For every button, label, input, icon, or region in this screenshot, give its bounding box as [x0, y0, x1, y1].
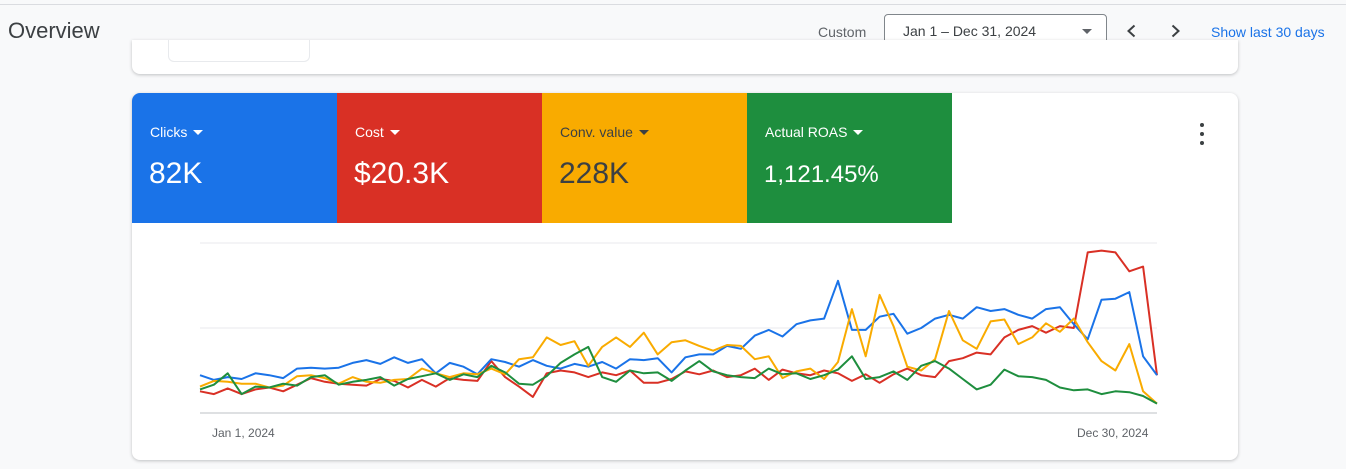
metric-tile-conv-value[interactable]: Conv. value 228K — [542, 93, 747, 223]
show-last-30-days-link[interactable]: Show last 30 days — [1211, 24, 1325, 40]
chevron-down-icon — [1082, 29, 1092, 34]
metric-value: 1,121.45% — [764, 161, 879, 188]
caret-down-icon — [193, 129, 204, 135]
caret-down-icon — [853, 129, 864, 135]
metric-label: Conv. value — [560, 124, 649, 140]
metric-label: Cost — [355, 124, 400, 140]
metric-tile-cost[interactable]: Cost $20.3K — [337, 93, 542, 223]
range-type-label: Custom — [818, 24, 867, 40]
top-divider — [0, 4, 1346, 5]
metric-tile-actual-roas[interactable]: Actual ROAS 1,121.45% — [747, 93, 952, 223]
previous-card — [132, 40, 1238, 74]
x-axis-start-label: Jan 1, 2024 — [212, 426, 275, 440]
metric-value: $20.3K — [354, 157, 450, 190]
caret-down-icon — [638, 129, 649, 135]
metric-value: 228K — [559, 157, 630, 190]
chevron-right-icon — [1171, 24, 1180, 38]
previous-period-button[interactable] — [1120, 18, 1144, 44]
series-line-clicks — [199, 279, 1158, 381]
more-options-icon[interactable] — [1194, 121, 1210, 147]
metric-label-text: Conv. value — [560, 124, 633, 140]
caret-down-icon — [389, 129, 400, 135]
series-line-actual-roas — [199, 345, 1158, 405]
metric-value: 82K — [149, 157, 203, 190]
series-line-conv-value — [199, 293, 1158, 405]
metric-label: Clicks — [150, 124, 204, 140]
metric-label-text: Clicks — [150, 124, 188, 140]
date-range-value: Jan 1 – Dec 31, 2024 — [903, 23, 1037, 39]
previous-card-control — [168, 40, 310, 62]
metric-label-text: Actual ROAS — [765, 124, 848, 140]
metric-label: Actual ROAS — [765, 124, 864, 140]
metric-label-text: Cost — [355, 124, 384, 140]
metric-tile-clicks[interactable]: Clicks 82K — [132, 93, 337, 223]
performance-card: Clicks 82K Cost $20.3K Conv. value 228K … — [132, 93, 1238, 460]
next-period-button[interactable] — [1163, 18, 1187, 44]
line-chart — [199, 242, 1158, 414]
chevron-left-icon — [1127, 24, 1136, 38]
x-axis-end-label: Dec 30, 2024 — [1077, 426, 1149, 440]
page-title: Overview — [8, 18, 100, 43]
